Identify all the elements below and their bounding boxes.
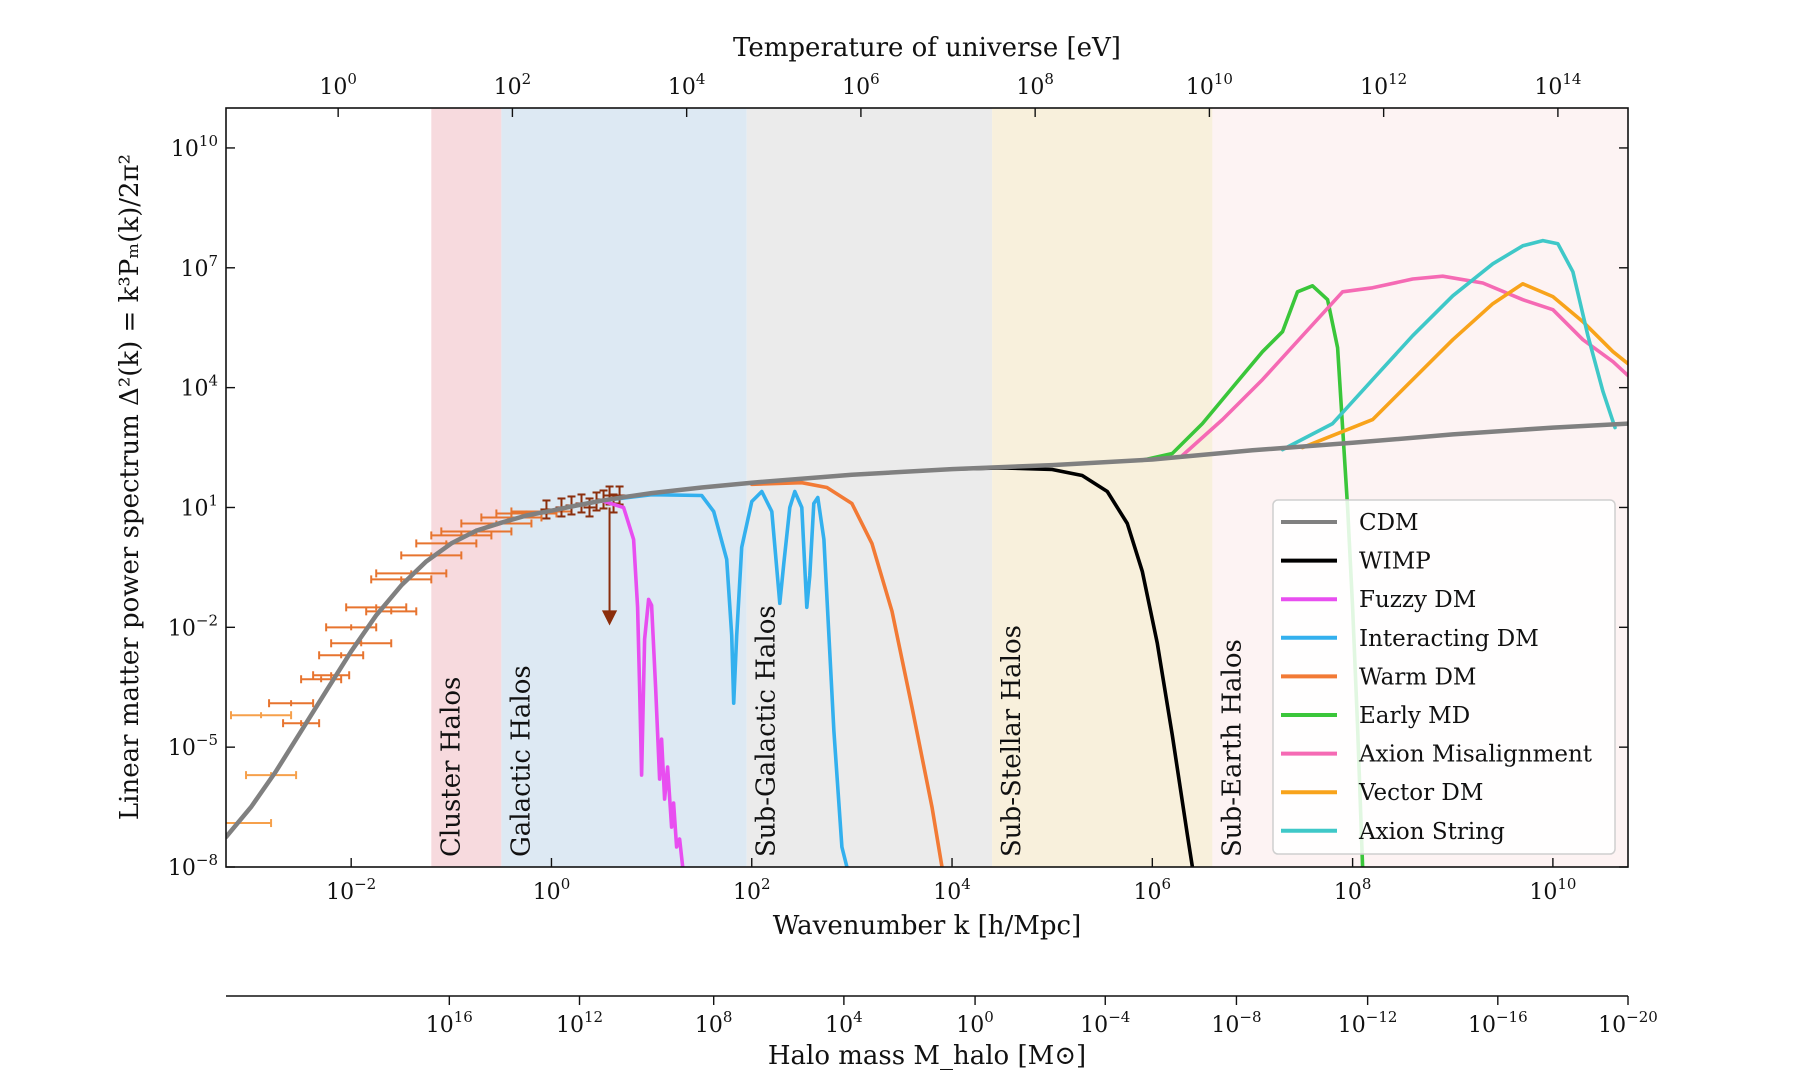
plot-frame [225, 107, 1629, 868]
legend-label-8: Axion String [1358, 819, 1505, 845]
measurement-point-11 [365, 607, 418, 616]
halo-mass-tick-label-4: 100 [956, 1008, 994, 1038]
top-axis-title: Temperature of universe [eV] [733, 33, 1121, 63]
measurement-point-4 [282, 719, 321, 728]
top-tick-label-1: 102 [494, 70, 532, 100]
upper-limit-arrow [601, 507, 618, 626]
x-tick-label-3: 104 [933, 875, 971, 905]
measurement-point-12 [370, 575, 433, 584]
region-label-2: Sub-Galactic Halos [752, 605, 782, 857]
series-line-vector-dm [1300, 282, 1628, 450]
measurement-point-10 [345, 603, 408, 612]
series-line-cdm [226, 421, 1628, 840]
y-tick-label-2: 10−2 [168, 611, 218, 641]
halo-mass-tick-label-2: 108 [695, 1008, 733, 1038]
region-band-2 [746, 108, 993, 867]
y-axis-title: Linear matter power spectrum Δ²(k) = k³P… [115, 154, 145, 820]
legend-label-5: Early MD [1359, 703, 1470, 729]
series-line-axion-string [1280, 238, 1617, 452]
halo-mass-tick-label-8: 10−16 [1468, 1008, 1528, 1038]
halo-mass-tick-label-9: 10−20 [1598, 1008, 1658, 1038]
x-tick-label-4: 106 [1134, 875, 1172, 905]
legend-label-1: WIMP [1359, 549, 1431, 575]
measurement-point-3 [268, 699, 315, 708]
region-label-0: Cluster Halos [436, 677, 466, 857]
x-tick-label-0: 10−2 [326, 875, 376, 905]
y-tick-label-1: 10−5 [168, 731, 218, 761]
halo-mass-tick-label-7: 10−12 [1338, 1008, 1398, 1038]
region-band-0 [431, 108, 502, 867]
legend-label-0: CDM [1359, 510, 1419, 536]
measurement-point-0 [226, 819, 273, 828]
top-tick-label-3: 106 [842, 70, 880, 100]
x-tick-label-2: 102 [733, 875, 771, 905]
top-tick-label-0: 100 [319, 70, 357, 100]
halo-mass-tick-label-5: 10−4 [1080, 1008, 1130, 1038]
legend-label-6: Axion Misalignment [1358, 742, 1593, 768]
region-label-3: Sub-Stellar Halos [997, 625, 1027, 857]
bottom-axis-title: Halo mass M_halo [M⊙] [768, 1041, 1086, 1071]
y-tick-label-5: 107 [180, 252, 218, 282]
measurement-point-6 [312, 671, 351, 680]
top-tick-label-4: 108 [1016, 70, 1054, 100]
y-tick-label-0: 10−8 [168, 851, 218, 881]
top-tick-label-5: 1010 [1186, 70, 1233, 100]
series-line-fuzzy-dm [599, 498, 685, 867]
x-axis-title: Wavenumber k [h/Mpc] [773, 911, 1082, 941]
halo-mass-tick-label-1: 1012 [556, 1008, 603, 1038]
halo-mass-tick-label-0: 1016 [426, 1008, 473, 1038]
x-tick-label-6: 1010 [1529, 875, 1576, 905]
y-tick-label-6: 1010 [171, 132, 218, 162]
x-tick-label-1: 100 [533, 875, 571, 905]
halo-mass-tick-label-3: 104 [825, 1008, 863, 1038]
measurement-point-1 [230, 711, 293, 720]
legend-label-2: Fuzzy DM [1359, 587, 1476, 613]
region-label-4: Sub-Earth Halos [1217, 639, 1247, 857]
legend-box [1272, 499, 1616, 855]
series-line-axion-misalignment [1180, 274, 1628, 458]
measurement-point-9 [330, 639, 393, 648]
legend-label-4: Warm DM [1359, 664, 1476, 690]
y-tick-label-4: 104 [180, 372, 218, 402]
halo-mass-tick-label-6: 10−8 [1211, 1008, 1261, 1038]
legend-label-7: Vector DM [1358, 780, 1483, 806]
region-label-1: Galactic Halos [506, 665, 536, 857]
top-tick-label-6: 1012 [1360, 70, 1407, 100]
legend-label-3: Interacting DM [1359, 626, 1539, 652]
top-tick-label-7: 1014 [1534, 70, 1581, 100]
series-line-interacting-dm [549, 489, 849, 867]
series-line-warm-dm [750, 480, 944, 867]
y-tick-label-3: 101 [180, 491, 218, 521]
measurement-point-7 [318, 651, 365, 660]
x-tick-label-5: 108 [1334, 875, 1372, 905]
top-tick-label-2: 104 [668, 70, 706, 100]
